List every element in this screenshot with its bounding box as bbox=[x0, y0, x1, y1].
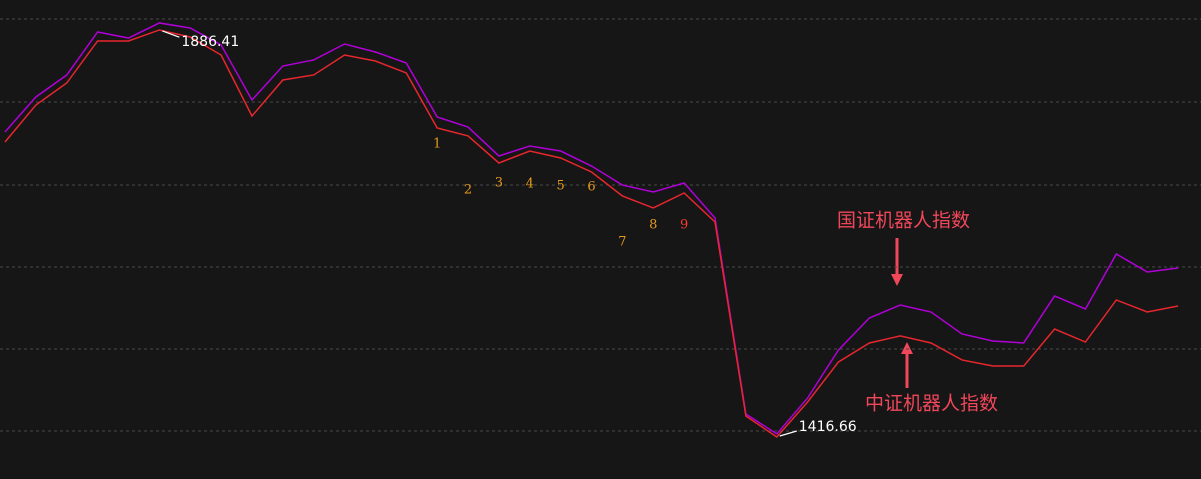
count-label: 9 bbox=[680, 218, 688, 233]
series-line bbox=[4, 22, 1179, 435]
count-label: 1 bbox=[433, 137, 441, 152]
count-label: 3 bbox=[495, 176, 503, 191]
label-arrow-head bbox=[891, 274, 903, 286]
value-arrow bbox=[162, 30, 180, 38]
count-label: 6 bbox=[587, 180, 595, 195]
label-arrow-head bbox=[901, 342, 913, 354]
series-label: 中证机器人指数 bbox=[865, 393, 998, 415]
count-label: 8 bbox=[649, 218, 657, 233]
count-label: 5 bbox=[557, 179, 565, 194]
value-label: 1416.66 bbox=[799, 419, 857, 435]
series-label: 国证机器人指数 bbox=[837, 210, 970, 232]
count-label: 7 bbox=[618, 235, 626, 250]
count-label: 4 bbox=[526, 177, 534, 192]
count-label: 2 bbox=[464, 183, 472, 198]
value-label: 1886.41 bbox=[181, 34, 239, 50]
value-arrow bbox=[779, 430, 797, 437]
series-line bbox=[4, 29, 1179, 439]
